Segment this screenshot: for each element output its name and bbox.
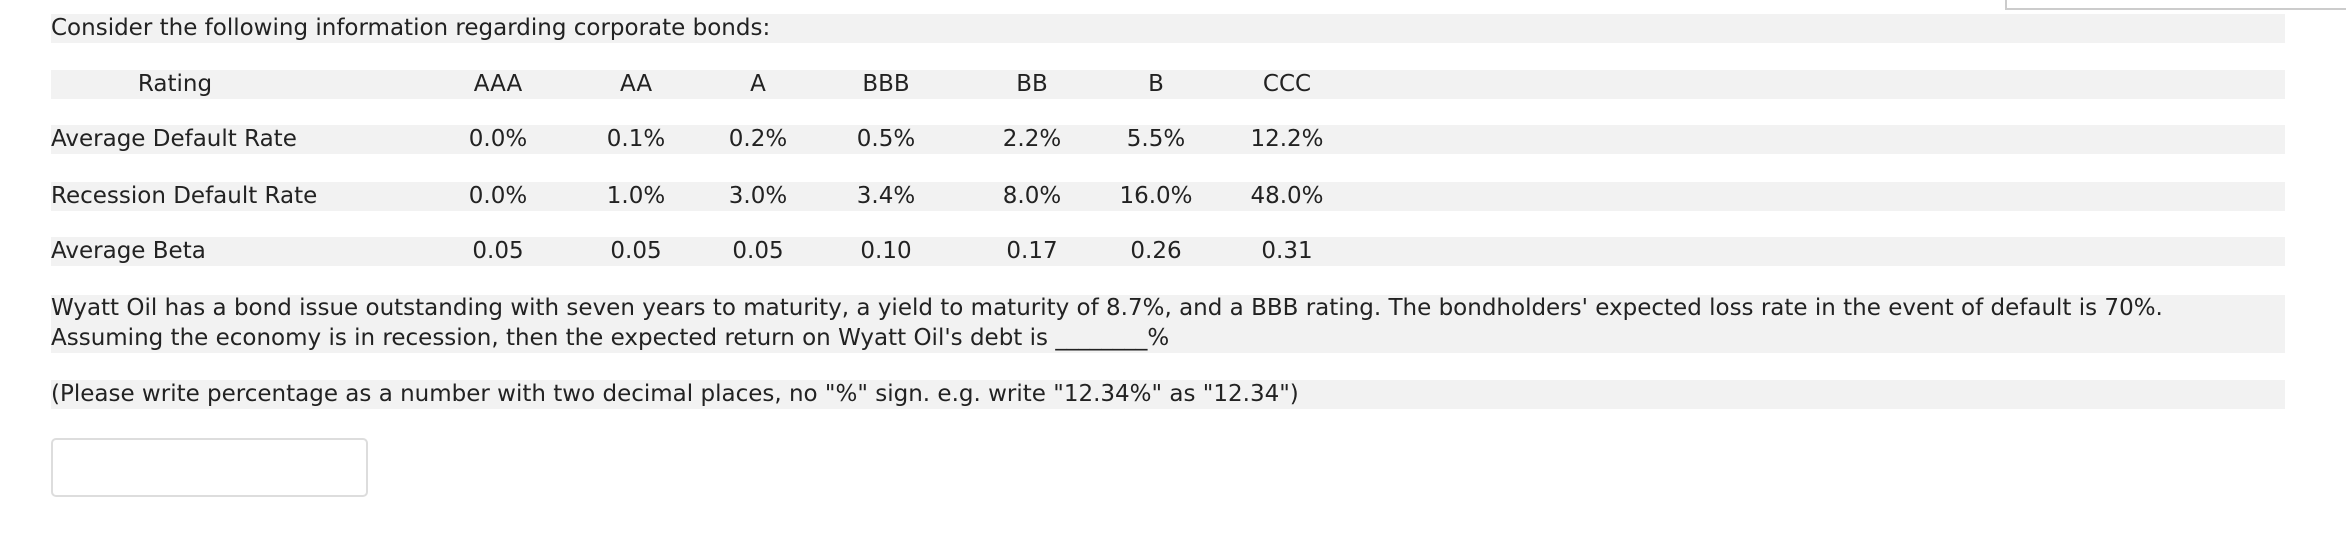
rating-header: A	[750, 71, 766, 97]
table-cell: 0.10	[860, 238, 912, 264]
row-band	[51, 380, 2285, 409]
row-label: Recession Default Rate	[51, 183, 318, 209]
row-band	[51, 182, 2285, 211]
rating-header: BB	[1016, 71, 1048, 97]
table-cell: 0.5%	[856, 126, 916, 152]
rating-header: AA	[619, 71, 653, 97]
table-cell: 0.05	[732, 238, 784, 264]
table-cell: 0.0%	[468, 126, 528, 152]
table-cell: 16.0%	[1119, 183, 1193, 209]
table-cell: 1.0%	[606, 183, 666, 209]
table-cell: 0.1%	[606, 126, 666, 152]
table-cell: 0.31	[1261, 238, 1313, 264]
table-cell: 3.0%	[728, 183, 788, 209]
table-cell: 5.5%	[1126, 126, 1186, 152]
rating-header: BBB	[862, 71, 910, 97]
question-text: Wyatt Oil has a bond issue outstanding w…	[51, 295, 2163, 351]
table-cell: 0.05	[472, 238, 524, 264]
row-band	[51, 70, 2285, 99]
header-label: Rating	[137, 71, 213, 97]
table-cell: 0.17	[1006, 238, 1058, 264]
note-text: (Please write percentage as a number wit…	[51, 381, 1299, 407]
intro-text: Consider the following information regar…	[51, 15, 771, 41]
table-cell: 8.0%	[1002, 183, 1062, 209]
table-cell: 2.2%	[1002, 126, 1062, 152]
partial-panel	[2005, 0, 2346, 10]
answer-input[interactable]	[51, 438, 368, 497]
row-label: Average Beta	[51, 238, 206, 264]
table-cell: 3.4%	[856, 183, 916, 209]
table-cell: 0.26	[1130, 238, 1182, 264]
table-cell: 0.0%	[468, 183, 528, 209]
rating-header: CCC	[1262, 71, 1312, 97]
table-cell: 48.0%	[1250, 183, 1324, 209]
row-band	[51, 237, 2285, 266]
rating-header: B	[1148, 71, 1164, 97]
rating-header: AAA	[473, 71, 523, 97]
row-label: Average Default Rate	[51, 126, 297, 152]
row-band	[51, 125, 2285, 154]
row-band	[51, 295, 2285, 353]
row-band	[51, 14, 2285, 43]
table-cell: 12.2%	[1250, 126, 1324, 152]
table-cell: 0.05	[610, 238, 662, 264]
table-cell: 0.2%	[728, 126, 788, 152]
